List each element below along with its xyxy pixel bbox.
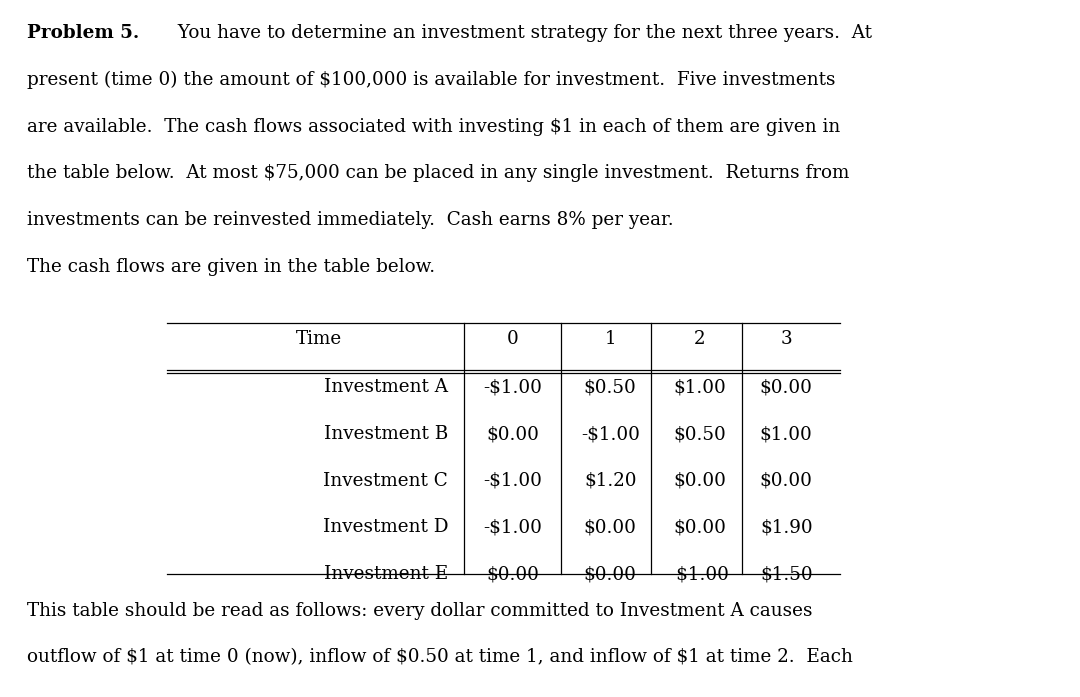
Text: dollar committed to Investment B results in outflow of $1 at time 1, inflow of $: dollar committed to Investment B results… bbox=[27, 695, 771, 697]
Text: $1.20: $1.20 bbox=[584, 472, 636, 490]
Text: -$1.00: -$1.00 bbox=[484, 472, 542, 490]
Text: The cash flows are given in the table below.: The cash flows are given in the table be… bbox=[27, 258, 435, 276]
Text: $0.00: $0.00 bbox=[760, 472, 812, 490]
Text: investments can be reinvested immediately.  Cash earns 8% per year.: investments can be reinvested immediatel… bbox=[27, 211, 674, 229]
Text: are available.  The cash flows associated with investing $1 in each of them are : are available. The cash flows associated… bbox=[27, 118, 840, 136]
Text: Problem 5.: Problem 5. bbox=[27, 24, 139, 43]
Text: You have to determine an investment strategy for the next three years.  At: You have to determine an investment stra… bbox=[172, 24, 872, 43]
Text: $0.00: $0.00 bbox=[584, 565, 636, 583]
Text: -$1.00: -$1.00 bbox=[484, 519, 542, 537]
Text: $0.00: $0.00 bbox=[584, 519, 636, 537]
Text: Investment C: Investment C bbox=[323, 472, 448, 490]
Text: $0.00: $0.00 bbox=[487, 425, 539, 443]
Text: Investment D: Investment D bbox=[323, 519, 448, 537]
Text: $0.50: $0.50 bbox=[674, 425, 726, 443]
Text: $0.00: $0.00 bbox=[760, 378, 812, 397]
Text: 2: 2 bbox=[694, 330, 705, 348]
Text: the table below.  At most $75,000 can be placed in any single investment.  Retur: the table below. At most $75,000 can be … bbox=[27, 164, 849, 183]
Text: $0.00: $0.00 bbox=[674, 519, 726, 537]
Text: Investment B: Investment B bbox=[324, 425, 448, 443]
Text: $1.00: $1.00 bbox=[674, 378, 726, 397]
Text: Time: Time bbox=[296, 330, 341, 348]
Text: $1.00: $1.00 bbox=[760, 425, 812, 443]
Text: -$1.00: -$1.00 bbox=[581, 425, 639, 443]
Text: $0.00: $0.00 bbox=[674, 472, 726, 490]
Text: This table should be read as follows: every dollar committed to Investment A cau: This table should be read as follows: ev… bbox=[27, 602, 812, 620]
Text: outflow of $1 at time 0 (now), inflow of $0.50 at time 1, and inflow of $1 at ti: outflow of $1 at time 0 (now), inflow of… bbox=[27, 648, 853, 666]
Text: -$1.00: -$1.00 bbox=[671, 565, 729, 583]
Text: Investment E: Investment E bbox=[324, 565, 448, 583]
Text: 1: 1 bbox=[605, 330, 616, 348]
Text: 3: 3 bbox=[781, 330, 792, 348]
Text: $0.00: $0.00 bbox=[487, 565, 539, 583]
Text: 0: 0 bbox=[508, 330, 518, 348]
Text: $1.90: $1.90 bbox=[760, 519, 812, 537]
Text: $1.50: $1.50 bbox=[760, 565, 812, 583]
Text: Investment A: Investment A bbox=[324, 378, 448, 397]
Text: present (time 0) the amount of $100,000 is available for investment.  Five inves: present (time 0) the amount of $100,000 … bbox=[27, 71, 836, 89]
Text: $0.50: $0.50 bbox=[584, 378, 636, 397]
Text: -$1.00: -$1.00 bbox=[484, 378, 542, 397]
